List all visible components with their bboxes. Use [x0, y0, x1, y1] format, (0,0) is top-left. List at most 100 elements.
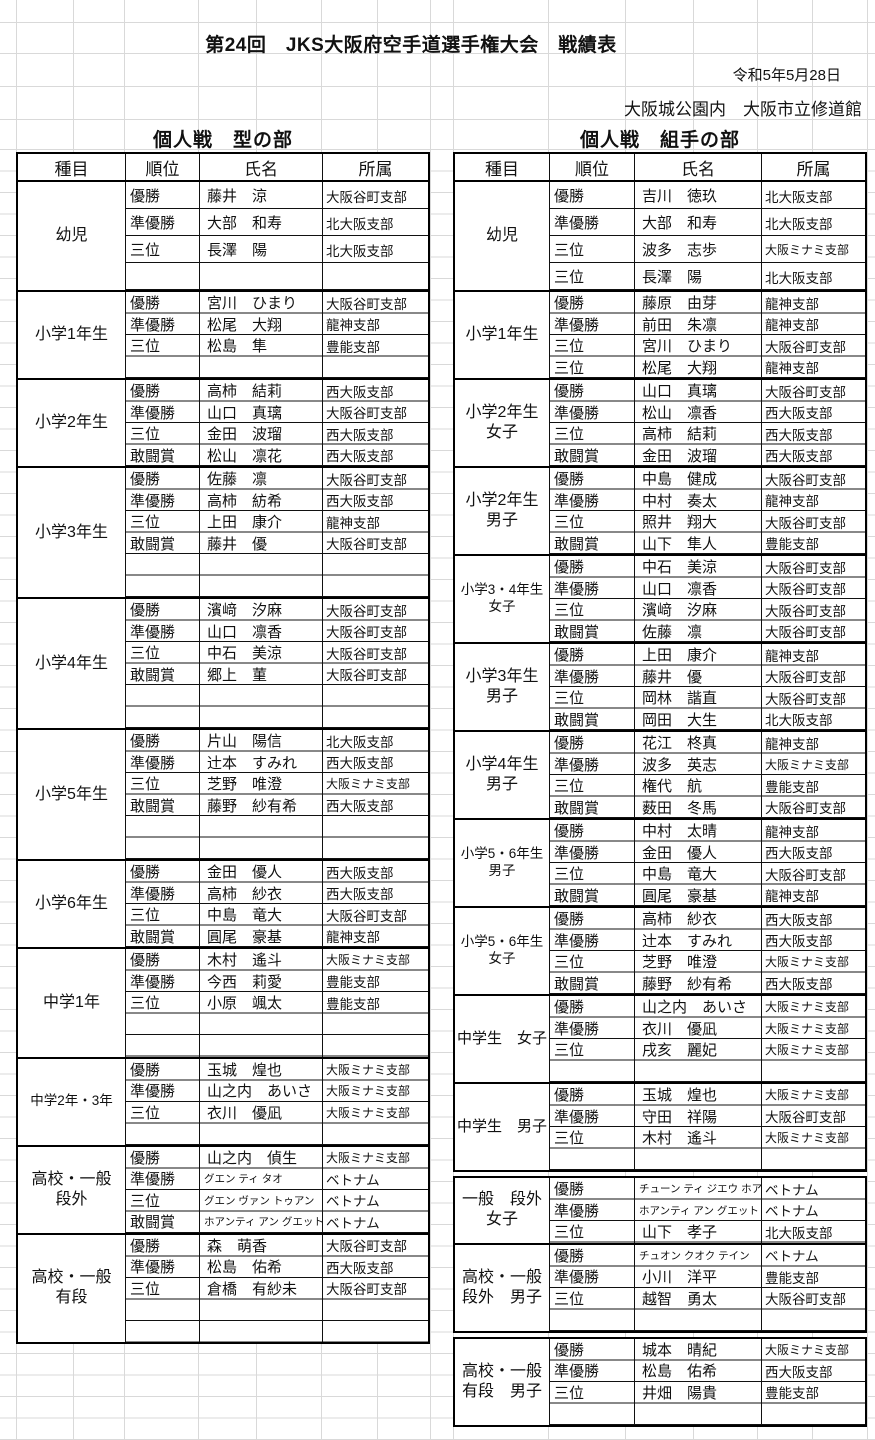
result-row [126, 575, 428, 597]
rank-cell [126, 685, 200, 707]
name-cell: 芝野 唯澄 [200, 773, 323, 795]
result-row: 優勝 藤井 涼大阪谷町支部 [126, 182, 428, 209]
affiliation-cell: 大阪谷町支部 [765, 472, 846, 488]
affiliation-cell: 大阪谷町支部 [765, 1292, 846, 1308]
affiliation-cell: 大阪谷町支部 [326, 296, 407, 312]
affiliation-cell: 西大阪支部 [326, 887, 394, 903]
name-cell [200, 1123, 323, 1145]
affiliation-cell: 大阪谷町支部 [326, 537, 407, 553]
result-row: 敢闘賞 岡田 大生 北大阪支部 [550, 708, 865, 730]
section: 小学3年生 男子 優勝 上田 康介 龍神支部 準優勝 藤井 優大阪谷町支部 三位 岡林 諧直大… [455, 642, 865, 730]
name-cell: 山下 隼人 [635, 532, 762, 554]
affiliation-cell: 大阪ミナミ支部 [765, 1131, 850, 1146]
name-cell: 倉橋 有紗未 [200, 1277, 323, 1299]
name-cell: チューン ティ ジエウ ホア [635, 1178, 762, 1200]
rank-cell: 三位 [126, 1189, 200, 1211]
affiliation-cell [762, 1403, 865, 1425]
affiliation-cell: 大阪谷町支部 [765, 339, 846, 355]
name-cell: 山之内 あいさ [635, 996, 762, 1018]
rank-cell: 準優勝 [126, 1168, 200, 1190]
category-cell: 小学5年生 [18, 730, 126, 859]
category-cell: 中学1年 [18, 949, 126, 1057]
rank-cell: 三位 [550, 263, 635, 290]
affiliation-cell: ベトナム [326, 1194, 380, 1210]
rank-cell: 優勝 [550, 908, 635, 930]
result-row: 優勝 チュオン クオク テイン ベトナム [550, 1244, 865, 1266]
result-row: 優勝 花江 柊真 龍神支部 [550, 732, 865, 754]
rank-cell: 優勝 [550, 1244, 635, 1266]
result-row: 敢闘賞 佐藤 凛大阪谷町支部 [550, 620, 865, 642]
result-row: 敢闘賞 藤井 優大阪谷町支部 [126, 532, 428, 554]
affiliation-cell: 大阪ミナミ支部 [326, 1105, 411, 1120]
affiliation-cell: 北大阪支部 [765, 270, 833, 286]
section-rows: 優勝 木村 遙斗 大阪ミナミ支部 準優勝 今西 莉愛 豊能支部 三位 小原 颯太 豊能支部 [126, 949, 428, 1057]
result-row: 敢闘賞 山下 隼人 豊能支部 [550, 532, 865, 554]
rank-cell: 優勝 [126, 292, 200, 314]
section-rows: 優勝 片山 陽信 北大阪支部 準優勝 辻本 すみれ 西大阪支部 三位 芝野 唯澄 大阪ミナミ支部… [126, 730, 428, 859]
name-cell: 今西 莉愛 [200, 970, 323, 992]
rank-cell: 三位 [550, 1221, 635, 1243]
name-cell [635, 1060, 762, 1082]
name-cell: 辻本 すみれ [635, 929, 762, 951]
result-row: 準優勝 山口 凛香 大阪谷町支部 [550, 577, 865, 599]
rank-cell: 優勝 [550, 732, 635, 754]
rank-cell: 準優勝 [550, 209, 635, 236]
affiliation-cell: ベトナム [765, 1204, 819, 1220]
rank-cell: 敢闘賞 [550, 532, 635, 554]
header-row: 種目 順位 氏名 所属 [453, 152, 867, 180]
name-cell: 松島 佑希 [635, 1360, 762, 1382]
section: 小学5・6年生 男子 優勝 中村 太晴 龍神支部 準優勝 金田 優人 西大阪支部 三位 中島 竜… [455, 818, 865, 906]
rank-cell: 準優勝 [550, 841, 635, 863]
result-row: 三位 中石 美涼 大阪谷町支部 [126, 642, 428, 664]
name-cell: 衣川 優凪 [200, 1101, 323, 1123]
rank-cell: 優勝 [550, 1338, 635, 1360]
name-cell: 松尾 大翔 [635, 356, 762, 378]
affiliation-cell: 大阪谷町支部 [326, 603, 407, 619]
section: 小学4年生 優勝 濱﨑 汐麻 大阪谷町支部 準優勝 山口 凛香 大阪谷町支部 三位 中石 美涼大… [18, 597, 428, 728]
result-row: 優勝 山之内 あいさ 大阪ミナミ支部 [550, 996, 865, 1018]
category-cell: 小学1年生 [455, 292, 550, 378]
rank-cell [126, 1035, 200, 1057]
rank-cell: 準優勝 [126, 751, 200, 773]
rank-cell: 優勝 [550, 1178, 635, 1200]
affiliation-cell [762, 1309, 865, 1331]
name-cell: グエン ティ タオ [200, 1168, 323, 1190]
rank-cell: 敢闘賞 [550, 972, 635, 994]
affiliation-cell: 西大阪支部 [326, 449, 394, 465]
rank-cell: 準優勝 [126, 882, 200, 904]
rank-cell: 準優勝 [550, 1266, 635, 1288]
section-rows: 優勝 吉川 徳玖 北大阪支部 準優勝 大部 和寿 北大阪支部 三位 波多 志歩 大阪ミナミ支部三… [550, 182, 865, 290]
name-cell: 藤野 紗有希 [635, 972, 762, 994]
name-cell: 佐藤 凛 [635, 620, 762, 642]
results-block: 幼児 優勝 藤井 涼大阪谷町支部 準優勝 大部 和寿 北大阪支部 三位 長澤 陽北大阪支部 小学… [16, 180, 430, 1344]
affiliation-cell: 大阪谷町支部 [326, 625, 407, 641]
section-rows: 優勝森 萌香 大阪谷町支部 準優勝 松島 佑希 西大阪支部 三位 倉橋 有紗未 大阪谷町支部 [126, 1234, 428, 1342]
name-cell: 松尾 大翔 [200, 313, 323, 335]
rank-cell: 三位 [550, 599, 635, 621]
affiliation-cell: 大阪谷町支部 [326, 406, 407, 422]
page-title: 第24回 JKS大阪府空手道選手権大会 戦績表 [205, 35, 617, 56]
name-cell: 藤野 紗有希 [200, 794, 323, 816]
section: 小学1年生 優勝 宮川 ひまり 大阪谷町支部 準優勝 松尾 大翔 龍神支部 三位 松島 隼豊能支… [18, 290, 428, 378]
rank-cell: 三位 [550, 951, 635, 973]
name-cell: 松島 隼 [200, 335, 323, 357]
name-cell: 木村 遙斗 [200, 949, 323, 971]
result-row: 優勝 玉城 煌也 大阪ミナミ支部 [550, 1084, 865, 1106]
affiliation-cell: 豊能支部 [765, 1386, 819, 1402]
name-cell: 山之内 あいさ [200, 1080, 323, 1102]
affiliation-cell: 大阪谷町支部 [765, 384, 846, 400]
rank-cell: 優勝 [126, 730, 200, 752]
result-row: 準優勝 藤井 優大阪谷町支部 [550, 665, 865, 687]
affiliation-cell: 龍神支部 [326, 930, 380, 946]
result-row: 準優勝 松山 凛香 西大阪支部 [550, 401, 865, 423]
result-row: 優勝森 萌香 大阪谷町支部 [126, 1234, 428, 1256]
section: 高校・一般 有段 男子 優勝 城本 晴紀 大阪ミナミ支部 準優勝 松島 佑希 西大阪支部 三位… [455, 1338, 865, 1425]
affiliation-cell: 大阪谷町支部 [765, 515, 846, 531]
rank-cell: 準優勝 [126, 620, 200, 642]
section: 高校・一般 段外 男子 優勝 チュオン クオク テイン ベトナム 準優勝 小川 洋平 豊能支… [455, 1242, 865, 1331]
header-cell: 氏名 [200, 154, 323, 180]
result-row: 準優勝 山口 真璃 大阪谷町支部 [126, 401, 428, 423]
name-cell: 前田 朱凛 [635, 313, 762, 335]
affiliation-cell: 大阪谷町支部 [765, 560, 846, 576]
name-cell [200, 575, 323, 597]
